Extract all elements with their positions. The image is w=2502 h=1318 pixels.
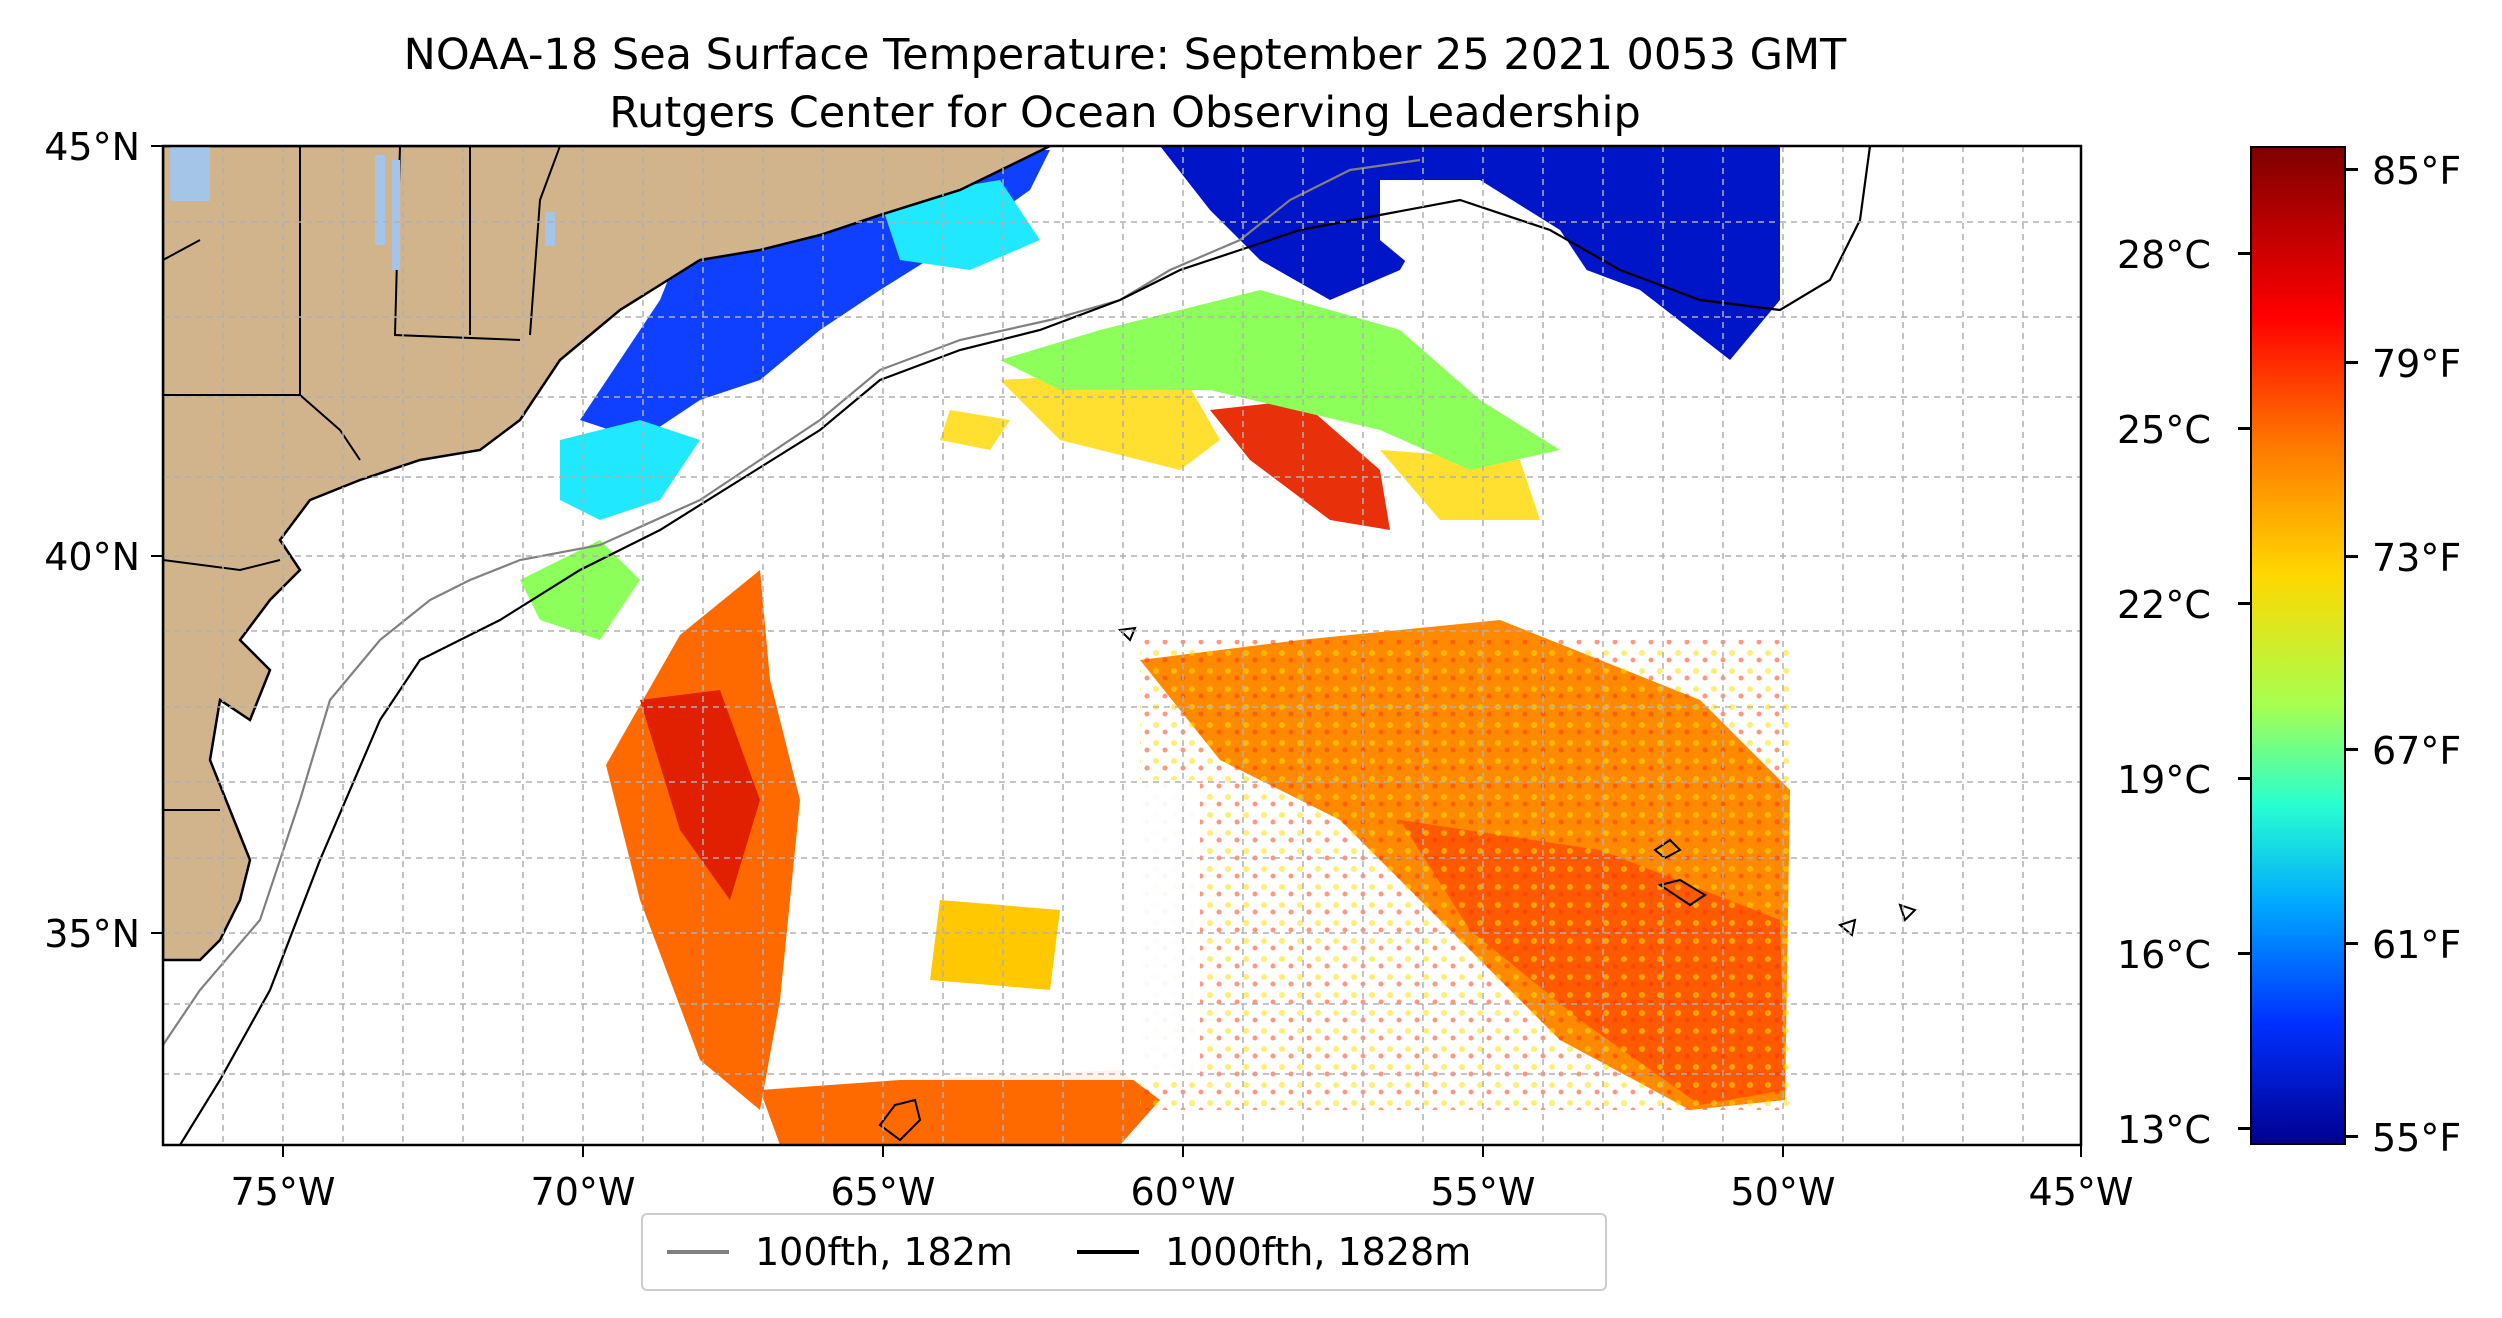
x-tick-label: 75°W bbox=[231, 1170, 336, 1214]
y-tick-label: 45°N bbox=[44, 125, 140, 169]
seamount-outlines bbox=[878, 626, 1917, 1142]
isobath-1000fth bbox=[179, 146, 1872, 1145]
x-tick-label: 60°W bbox=[1131, 1170, 1236, 1214]
map-title: NOAA-18 Sea Surface Temperature: Septemb… bbox=[0, 26, 2250, 142]
land-mass bbox=[163, 146, 1051, 962]
legend-swatch-100fth bbox=[667, 1250, 729, 1254]
legend-entry-100fth: 100fth, 182m bbox=[643, 1230, 1013, 1274]
colorbar-fahrenheit-label: 73°F bbox=[2372, 536, 2462, 580]
x-tick-label: 50°W bbox=[1731, 1170, 1836, 1214]
legend-swatch-1000fth bbox=[1076, 1250, 1139, 1254]
legend-label-1000fth: 1000fth, 1828m bbox=[1164, 1230, 1472, 1274]
colorbar-celsius-label: 28°C bbox=[2117, 233, 2211, 277]
y-tick-label: 40°N bbox=[44, 535, 140, 579]
sst-cyan-fringe bbox=[560, 180, 1040, 520]
x-tick-label: 55°W bbox=[1431, 1170, 1536, 1214]
colorbar-celsius-label: 16°C bbox=[2117, 933, 2211, 977]
colorbar-fahrenheit-label: 67°F bbox=[2372, 729, 2462, 773]
sst-warm-core bbox=[640, 690, 760, 900]
sst-cold-northeast bbox=[1160, 146, 1780, 360]
x-tick-label: 70°W bbox=[531, 1170, 636, 1214]
colorbar-fahrenheit-label: 61°F bbox=[2372, 923, 2462, 967]
axis-ticks bbox=[151, 145, 2082, 1157]
isobath-100fth bbox=[163, 158, 1421, 1046]
sst-southern-swath bbox=[760, 1070, 1160, 1145]
sst-green-fringe bbox=[520, 290, 1560, 640]
colorbar-celsius-label: 22°C bbox=[2117, 583, 2211, 627]
colorbar-fahrenheit-label: 85°F bbox=[2372, 149, 2462, 193]
legend-entry-1000fth: 1000fth, 1828m bbox=[1053, 1230, 1471, 1274]
lakes bbox=[170, 146, 555, 270]
isobath-legend: 100fth, 182m 1000fth, 1828m bbox=[641, 1213, 1607, 1291]
sst-yellow-center bbox=[930, 900, 1060, 990]
x-tick-label: 45°W bbox=[2029, 1170, 2134, 1214]
colorbar-celsius-label: 25°C bbox=[2117, 408, 2211, 452]
colorbar-celsius-label: 13°C bbox=[2117, 1108, 2211, 1152]
plot-area bbox=[163, 146, 2081, 1145]
y-tick-label: 35°N bbox=[44, 912, 140, 956]
title-line-2: Rutgers Center for Ocean Observing Leade… bbox=[609, 88, 1641, 138]
colorbar-fahrenheit-label: 79°F bbox=[2372, 342, 2462, 386]
colorbar-fahrenheit-label: 55°F bbox=[2372, 1116, 2462, 1160]
sst-gulfstream-hotspot bbox=[1210, 400, 1390, 530]
sst-yellow-patches bbox=[940, 370, 1540, 520]
colorbar bbox=[2250, 146, 2346, 1145]
colorbar-celsius-label: 19°C bbox=[2117, 758, 2211, 802]
title-line-1: NOAA-18 Sea Surface Temperature: Septemb… bbox=[403, 30, 1847, 80]
x-tick-label: 65°W bbox=[831, 1170, 936, 1214]
plot-frame bbox=[161, 144, 2083, 1147]
sst-white-cloud-gap bbox=[1380, 180, 1600, 310]
legend-label-100fth: 100fth, 182m bbox=[755, 1230, 1013, 1274]
gridlines bbox=[163, 146, 2081, 1145]
